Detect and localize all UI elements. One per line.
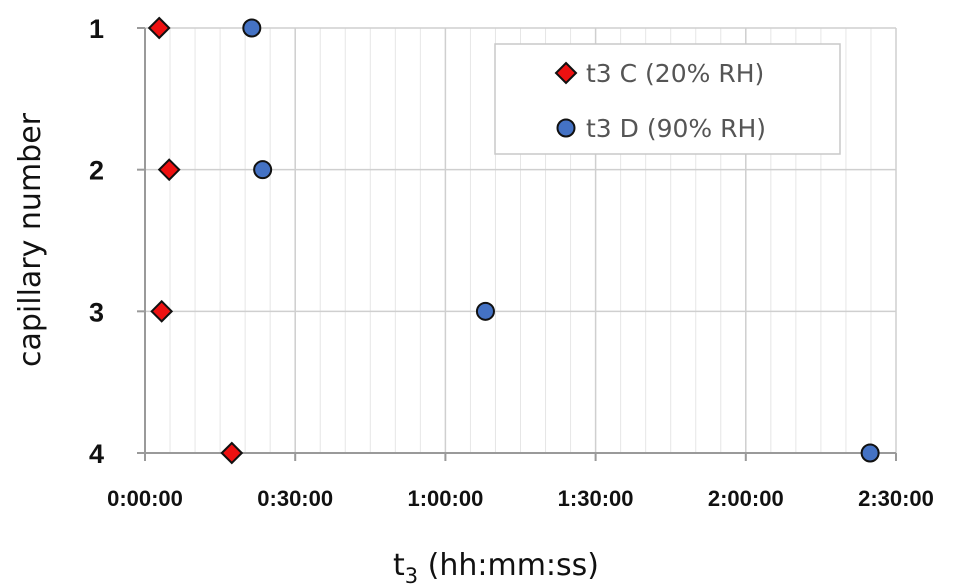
legend-marker-diamond bbox=[554, 61, 578, 85]
y-tick-label: 2 bbox=[89, 156, 104, 186]
data-point-circle bbox=[253, 160, 273, 180]
data-point-diamond bbox=[220, 441, 244, 465]
data-point-circle bbox=[475, 301, 495, 321]
x-tick-label: 1:30:00 bbox=[558, 486, 634, 511]
data-point-diamond bbox=[150, 299, 174, 323]
data-points bbox=[147, 16, 880, 465]
legend-label: t3 D (90% RH) bbox=[586, 114, 766, 143]
legend-label: t3 C (20% RH) bbox=[586, 59, 764, 88]
y-tick-label: 1 bbox=[89, 14, 104, 44]
axis-titles: t3 (hh:mm:ss) capillary number bbox=[13, 112, 599, 587]
x-axis-title: t3 (hh:mm:ss) bbox=[393, 548, 599, 587]
data-point-diamond bbox=[157, 158, 181, 182]
x-tick-label: 2:30:00 bbox=[858, 486, 934, 511]
x-tick-label: 2:00:00 bbox=[708, 486, 784, 511]
legend-box bbox=[494, 43, 841, 155]
y-tick-label: 4 bbox=[89, 439, 104, 469]
x-tick-label: 0:30:00 bbox=[257, 486, 333, 511]
axes bbox=[137, 27, 897, 461]
legend-marker-circle bbox=[556, 118, 576, 138]
x-tick-label: 1:00:00 bbox=[407, 486, 483, 511]
x-tick-label: 0:00:00 bbox=[107, 486, 183, 511]
data-point-circle bbox=[242, 18, 262, 38]
legend: t3 C (20% RH) t3 D (90% RH) bbox=[494, 43, 841, 155]
data-point-circle bbox=[860, 443, 880, 463]
data-point-diamond bbox=[147, 16, 171, 40]
tick-labels: 0:00:00 0:30:00 1:00:00 1:30:00 2:00:00 2:30:… bbox=[89, 14, 934, 511]
y-tick-label: 3 bbox=[89, 297, 104, 327]
y-axis-title: capillary number bbox=[13, 112, 48, 367]
